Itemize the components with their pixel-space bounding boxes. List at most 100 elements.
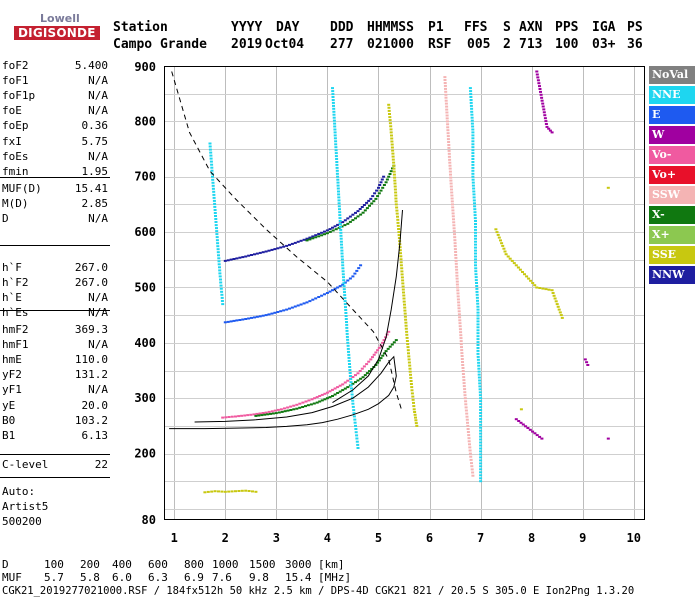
data-point [341,389,345,392]
data-point [477,376,481,379]
data-point [477,373,481,376]
data-point [220,290,224,293]
data-point [230,490,234,493]
data-point [382,352,386,355]
data-point [240,489,244,492]
data-point [352,409,356,412]
data-point [446,123,450,126]
data-point [401,288,405,291]
data-point [538,287,542,289]
data-point [299,303,303,306]
param-value: 2.85 [81,197,109,211]
data-point [457,304,461,307]
header-value-pps: 100 [555,37,579,52]
data-point [331,99,335,101]
data-point [477,361,481,364]
data-point [461,370,465,372]
data-point [328,228,332,231]
param-label: C-level [2,458,49,471]
data-point [341,383,345,386]
param-row: M(D) 2.85 [2,197,108,212]
data-point [476,308,480,311]
data-point [393,185,397,188]
header-label-s: S [503,20,511,35]
data-point [533,432,537,435]
data-point [249,413,253,416]
param-row: foE N/A [2,104,108,119]
data-point [240,414,244,417]
data-point [474,228,477,231]
data-point [471,134,475,137]
footer-muf-unit: [MHz] [318,571,352,584]
data-point [211,175,214,178]
data-point [334,149,338,152]
data-point [254,490,258,493]
data-point [352,415,356,418]
data-point [376,361,380,364]
data-point [392,173,396,176]
data-point [479,474,483,477]
data-point [460,355,464,357]
data-point [404,327,408,330]
data-point [229,320,233,323]
param-row: h`E N/A [2,291,108,306]
data-point [340,243,343,246]
data-point [211,181,215,184]
data-point [473,211,477,214]
data-point [348,372,352,374]
data-point [296,240,300,243]
data-point [336,392,340,394]
data-point [206,490,210,493]
data-point [412,405,416,408]
data-point [471,178,475,181]
data-point [232,258,236,260]
sidebar-divider [0,310,110,311]
data-point [465,412,469,415]
param-label: foF1p [2,89,36,103]
data-point [315,396,319,399]
y-tick-label: 400 [134,336,156,350]
data-point [341,264,345,267]
legend-item: SSE [649,246,695,264]
data-point [360,206,364,208]
data-point [216,248,220,251]
data-point [476,347,480,349]
data-point [212,199,216,202]
data-point [390,134,393,137]
data-point [213,212,217,214]
data-point [447,141,451,143]
data-point [536,79,540,82]
data-point [506,255,510,258]
data-point [359,213,363,216]
x-tick-label: 8 [528,531,535,545]
data-point [395,209,399,212]
data-point [406,346,410,349]
data-point [473,217,477,220]
data-point [457,313,461,316]
header-value-yyyy: 2019 [231,37,263,52]
param-value: 5.75 [81,134,109,148]
data-point [465,415,469,418]
data-point [479,459,483,462]
data-point [320,294,324,297]
param-label: h`E [2,291,22,305]
data-point [452,230,456,233]
footer-muf-label: MUF [2,571,22,584]
data-point [276,311,280,313]
data-point [557,308,561,311]
data-point [453,248,457,251]
footer-muf-value: 6.0 [112,571,132,584]
data-point [458,325,462,328]
data-point [466,424,470,427]
data-point [336,386,340,389]
data-point [407,361,411,364]
data-point [583,358,587,361]
data-point [220,296,224,299]
data-point [474,264,477,267]
data-point [476,299,479,302]
data-point [367,360,371,363]
data-point [342,288,346,291]
data-point [400,273,404,276]
data-point [471,181,475,184]
